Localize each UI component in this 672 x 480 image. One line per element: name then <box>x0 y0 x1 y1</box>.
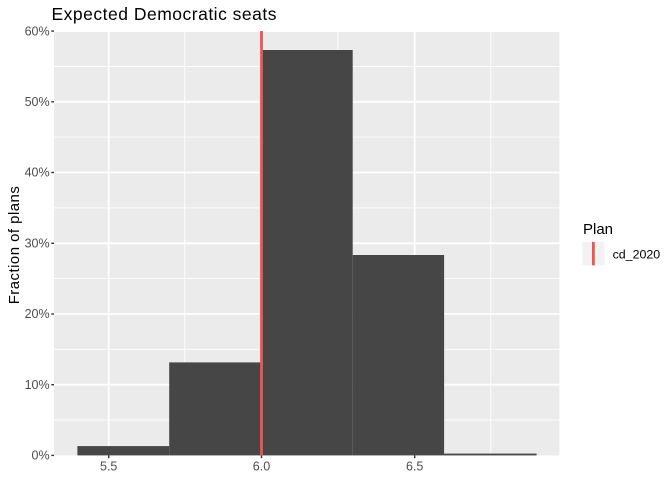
svg-text:50%: 50% <box>25 95 50 109</box>
svg-text:20%: 20% <box>25 307 50 321</box>
svg-text:0%: 0% <box>32 449 50 463</box>
svg-text:Plan: Plan <box>583 221 613 238</box>
svg-text:30%: 30% <box>25 237 50 251</box>
svg-text:cd_2020: cd_2020 <box>613 247 661 261</box>
svg-text:6.5: 6.5 <box>406 460 423 474</box>
svg-text:Expected Democratic seats: Expected Democratic seats <box>52 4 278 24</box>
svg-text:5.5: 5.5 <box>100 460 117 474</box>
svg-text:6.0: 6.0 <box>253 460 270 474</box>
svg-text:40%: 40% <box>25 166 50 180</box>
svg-text:10%: 10% <box>25 378 50 392</box>
svg-text:Fraction of plans: Fraction of plans <box>7 186 23 305</box>
svg-text:60%: 60% <box>25 24 50 38</box>
